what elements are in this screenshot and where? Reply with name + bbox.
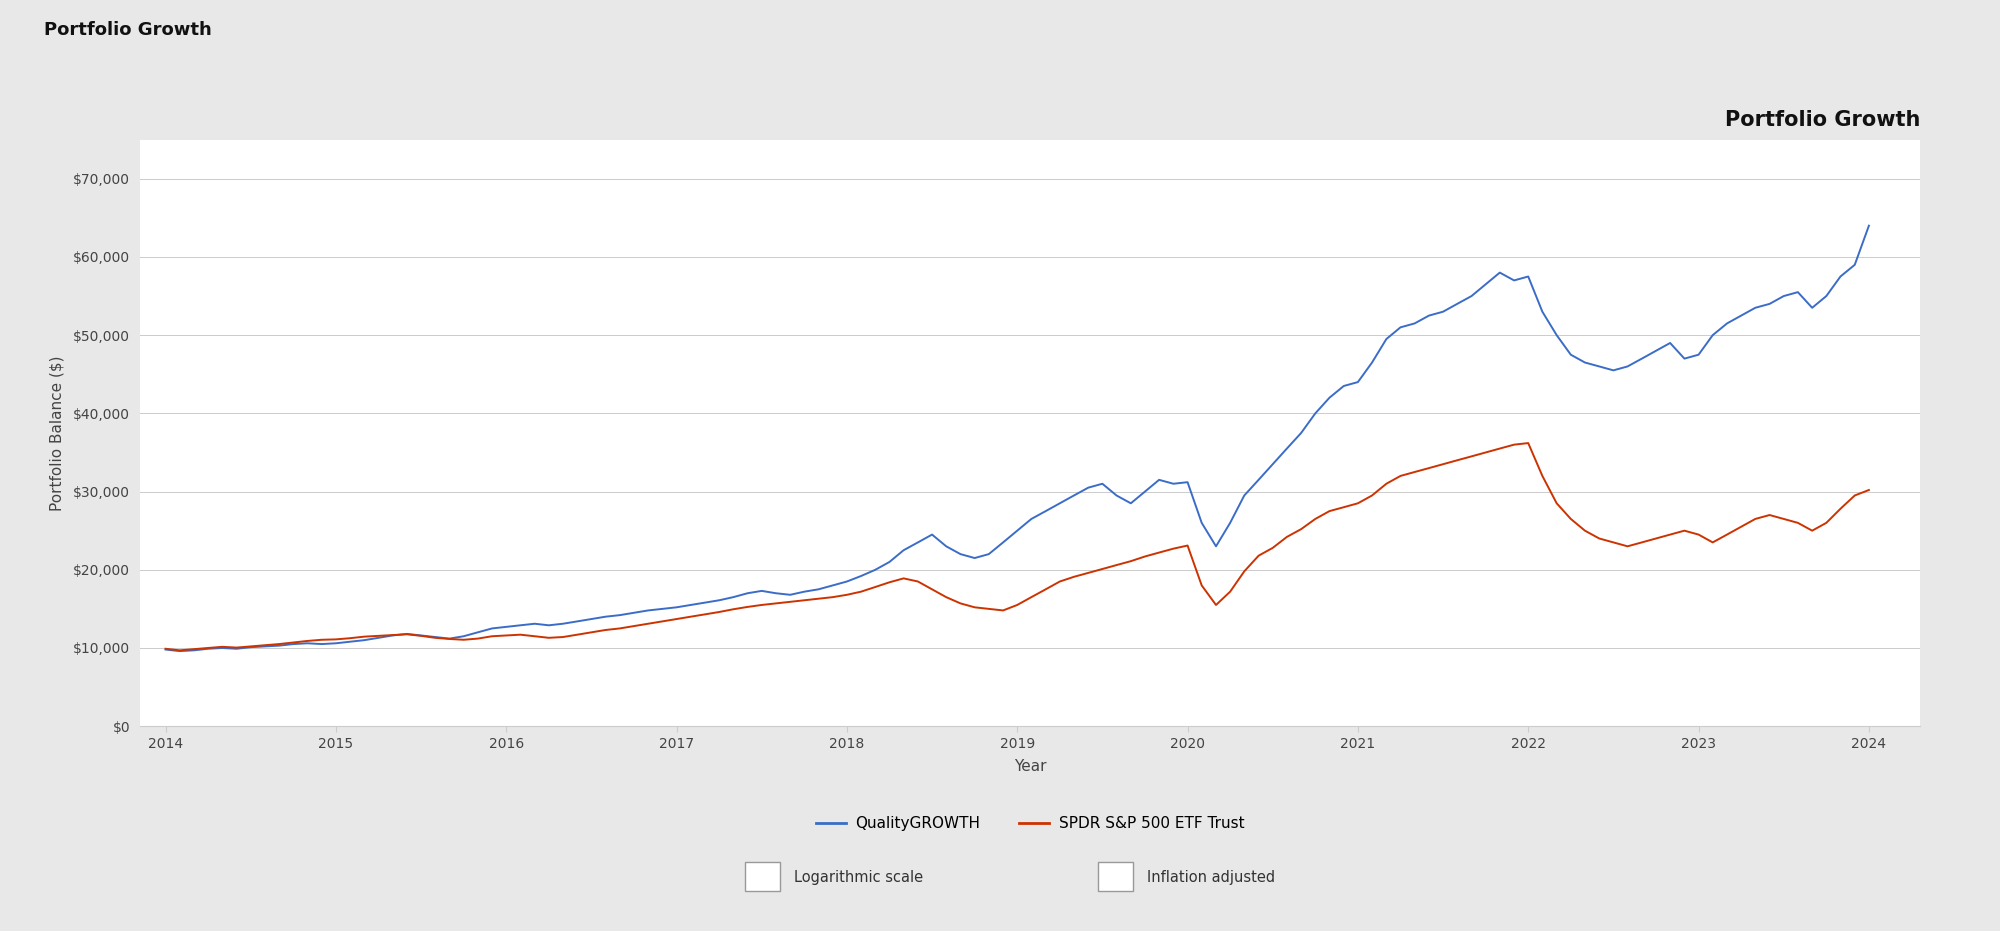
QualityGROWTH <box>566 615 590 627</box>
QualityGROWTH <box>1232 490 1256 501</box>
FancyBboxPatch shape <box>1098 862 1134 892</box>
SPDR S&P 500 ETF Trust <box>338 633 362 644</box>
SPDR S&P 500 ETF Trust <box>154 643 178 654</box>
Text: Logarithmic scale: Logarithmic scale <box>794 870 924 884</box>
X-axis label: Year: Year <box>1014 759 1046 774</box>
Line: QualityGROWTH: QualityGROWTH <box>166 225 1868 651</box>
QualityGROWTH <box>1758 298 1782 309</box>
Text: Inflation adjusted: Inflation adjusted <box>1148 870 1276 884</box>
SPDR S&P 500 ETF Trust <box>566 629 590 641</box>
QualityGROWTH <box>892 545 916 556</box>
Text: Portfolio Growth: Portfolio Growth <box>1724 110 1920 129</box>
QualityGROWTH <box>168 645 192 656</box>
Legend: QualityGROWTH, SPDR S&P 500 ETF Trust: QualityGROWTH, SPDR S&P 500 ETF Trust <box>810 810 1250 837</box>
Line: SPDR S&P 500 ETF Trust: SPDR S&P 500 ETF Trust <box>166 443 1868 651</box>
Y-axis label: Portfolio Balance ($): Portfolio Balance ($) <box>50 355 64 511</box>
Text: Portfolio Growth: Portfolio Growth <box>44 21 212 39</box>
SPDR S&P 500 ETF Trust <box>1856 484 1880 495</box>
SPDR S&P 500 ETF Trust <box>1232 566 1256 577</box>
QualityGROWTH <box>338 636 362 647</box>
QualityGROWTH <box>1318 392 1342 403</box>
QualityGROWTH <box>1856 220 1880 231</box>
SPDR S&P 500 ETF Trust <box>1516 438 1540 449</box>
SPDR S&P 500 ETF Trust <box>892 573 916 584</box>
SPDR S&P 500 ETF Trust <box>1772 513 1796 524</box>
SPDR S&P 500 ETF Trust <box>1318 506 1342 517</box>
FancyBboxPatch shape <box>746 862 780 892</box>
QualityGROWTH <box>154 644 178 655</box>
SPDR S&P 500 ETF Trust <box>168 645 192 656</box>
